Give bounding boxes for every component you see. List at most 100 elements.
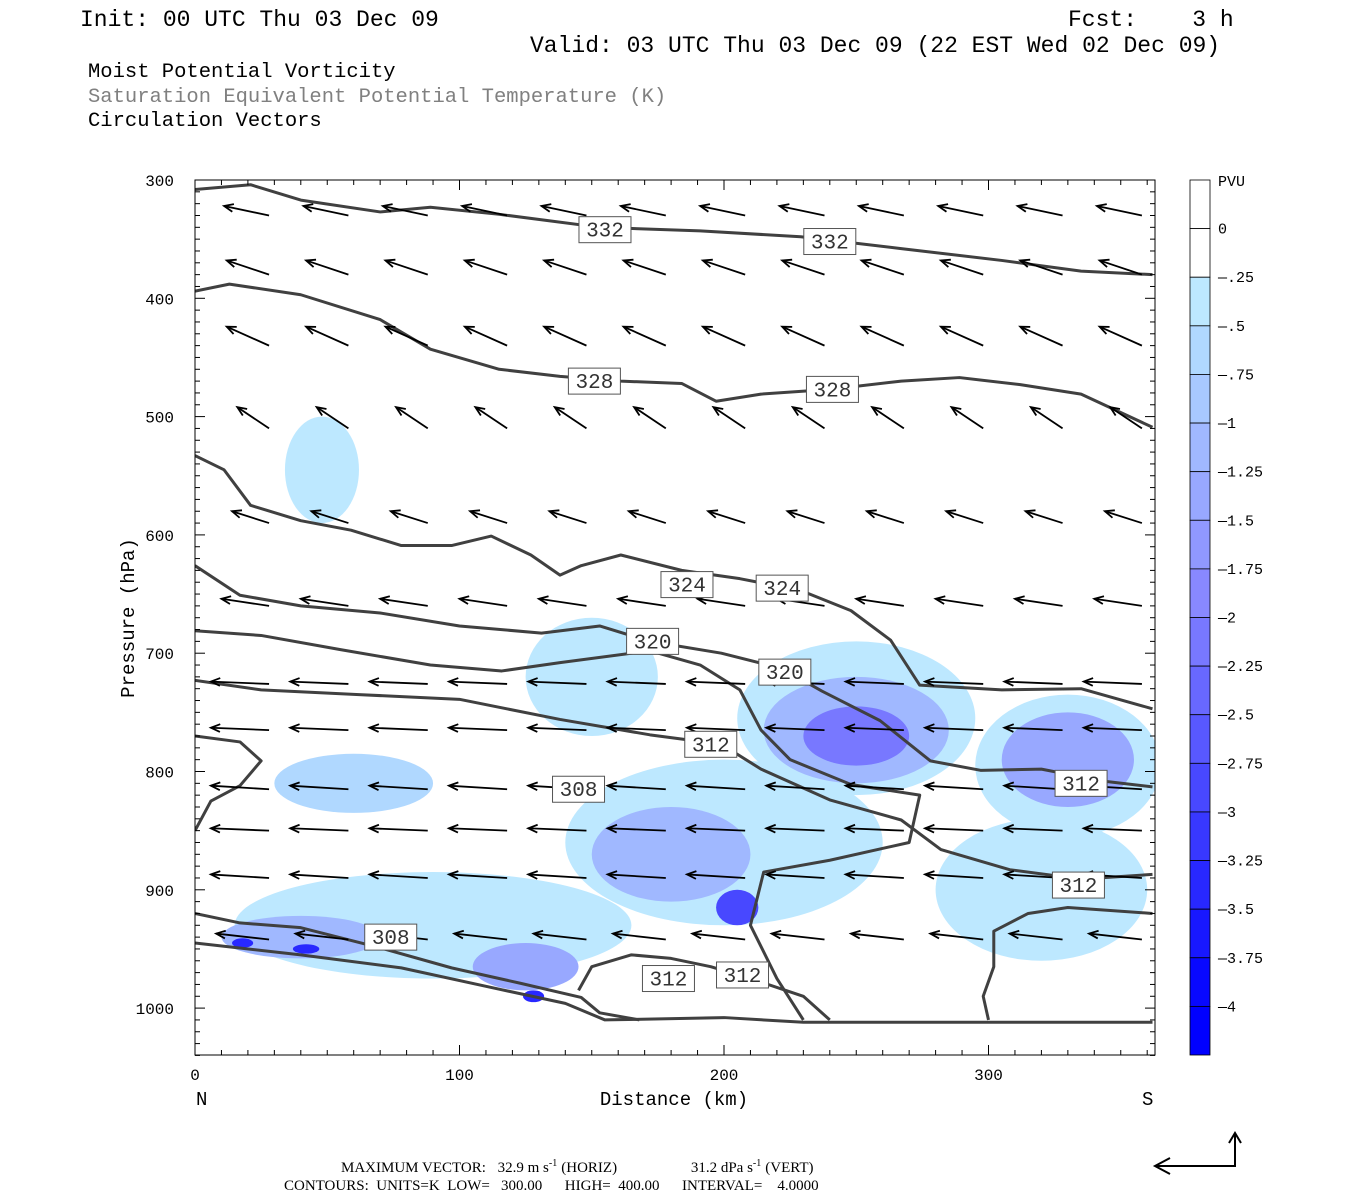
colorbar-band xyxy=(1189,714,1211,764)
vector-shaft xyxy=(454,932,508,941)
contour-label: 328 xyxy=(567,367,621,395)
init-time: Init: 00 UTC Thu 03 Dec 09 xyxy=(80,7,439,33)
vector-arrow xyxy=(394,405,429,430)
vector-head xyxy=(394,405,407,416)
vector-head xyxy=(684,723,697,733)
vector-arrow xyxy=(605,677,666,687)
colorbar-label: —3 xyxy=(1217,805,1236,822)
vector-head xyxy=(1002,677,1015,687)
vector-head xyxy=(922,723,935,733)
vector-arrow xyxy=(764,723,825,733)
vector-arrow xyxy=(605,870,666,880)
vector-shaft xyxy=(448,784,508,791)
vector-arrow xyxy=(224,258,270,276)
vector-shaft xyxy=(290,680,349,685)
vector-head xyxy=(621,258,634,268)
contour-label-box xyxy=(660,571,714,599)
theta-contour-312 xyxy=(195,678,1153,881)
vector-arrow xyxy=(790,405,826,430)
vector-arrow xyxy=(367,781,428,791)
vector-shaft xyxy=(210,726,270,731)
vector-arrow xyxy=(213,929,270,941)
vector-shaft xyxy=(461,205,508,217)
vector-head xyxy=(621,325,634,335)
vector-shaft xyxy=(686,680,746,685)
y-tick-label: 700 xyxy=(145,646,174,664)
vector-head xyxy=(208,781,221,791)
vector-arrow xyxy=(301,203,349,217)
vector-shaft xyxy=(771,932,825,941)
vector-shaft xyxy=(702,259,746,276)
vector-arrow xyxy=(705,509,746,524)
vector-head xyxy=(938,258,951,268)
vector-arrow xyxy=(785,509,825,524)
vector-shaft xyxy=(226,259,270,276)
vector-head xyxy=(1002,781,1015,791)
vector-head xyxy=(610,929,623,940)
vector-arrow xyxy=(367,723,428,733)
contour-label-text: 328 xyxy=(814,380,852,403)
theta-contour-332 xyxy=(195,183,1153,277)
vector-head xyxy=(843,781,856,791)
theta-contour-308 xyxy=(195,734,263,832)
vector-head xyxy=(309,509,322,519)
vector-head xyxy=(235,405,248,416)
vector-shaft xyxy=(686,873,746,879)
vector-shaft xyxy=(543,325,587,347)
vector-shaft xyxy=(866,510,905,524)
vector-shaft xyxy=(1009,932,1063,941)
vector-head xyxy=(367,823,380,834)
vector-head xyxy=(377,595,391,605)
vector-arrow xyxy=(525,823,587,834)
vector-arrow xyxy=(1018,325,1063,347)
vector-shaft xyxy=(1014,597,1063,607)
colorbar-label: —3.75 xyxy=(1217,951,1263,968)
north-label: N xyxy=(196,1089,207,1111)
vector-arrow xyxy=(459,203,508,217)
vector-arrow xyxy=(467,509,508,524)
horiz-unit: (HORIZ) xyxy=(561,1160,617,1176)
pv-region xyxy=(935,818,1148,961)
vector-shaft xyxy=(1004,680,1063,685)
vector-shaft xyxy=(628,510,667,524)
vector-shaft xyxy=(1099,325,1143,347)
contour-label-text: 308 xyxy=(372,928,410,951)
contour-label: 312 xyxy=(1054,769,1108,797)
vector-head xyxy=(605,723,618,733)
vector-shaft xyxy=(702,325,746,347)
vector-head xyxy=(689,929,703,940)
max-vector-title: MAXIMUM VECTOR: xyxy=(341,1160,486,1176)
vector-shaft xyxy=(1088,932,1143,941)
vector-arrow xyxy=(779,258,825,276)
y-tick-label: 900 xyxy=(145,883,174,901)
vector-head xyxy=(870,405,883,416)
vector-arrow xyxy=(684,823,746,834)
vector-head xyxy=(922,823,935,834)
vector-arrow xyxy=(764,781,825,791)
max-vert-value: 31.2 dPa s xyxy=(691,1160,753,1176)
vector-arrow xyxy=(287,677,349,687)
colorbar-band xyxy=(1189,422,1211,473)
contour-label: 312 xyxy=(641,965,695,993)
vector-shaft xyxy=(612,932,666,941)
vector-shaft xyxy=(528,827,587,832)
contour-label: 324 xyxy=(660,571,714,599)
vector-head xyxy=(459,203,473,213)
theta-contour-304 xyxy=(195,941,1153,1024)
vector-arrow xyxy=(383,258,429,276)
vector-arrow xyxy=(1002,723,1063,733)
vector-head xyxy=(605,870,618,880)
vector-arrow xyxy=(922,870,984,880)
vector-shaft xyxy=(549,510,587,524)
vector-shaft xyxy=(766,873,825,879)
vector-arrow xyxy=(539,203,587,217)
vector-arrow xyxy=(541,258,587,276)
vector-shaft xyxy=(300,597,349,607)
vector-shaft xyxy=(448,726,508,731)
vector-shaft xyxy=(448,827,508,832)
vector-head xyxy=(785,509,798,519)
vector-arrow xyxy=(1081,677,1142,687)
vector-arrow xyxy=(525,677,587,687)
vector-shaft xyxy=(1017,205,1063,217)
vector-shaft xyxy=(1096,205,1143,217)
